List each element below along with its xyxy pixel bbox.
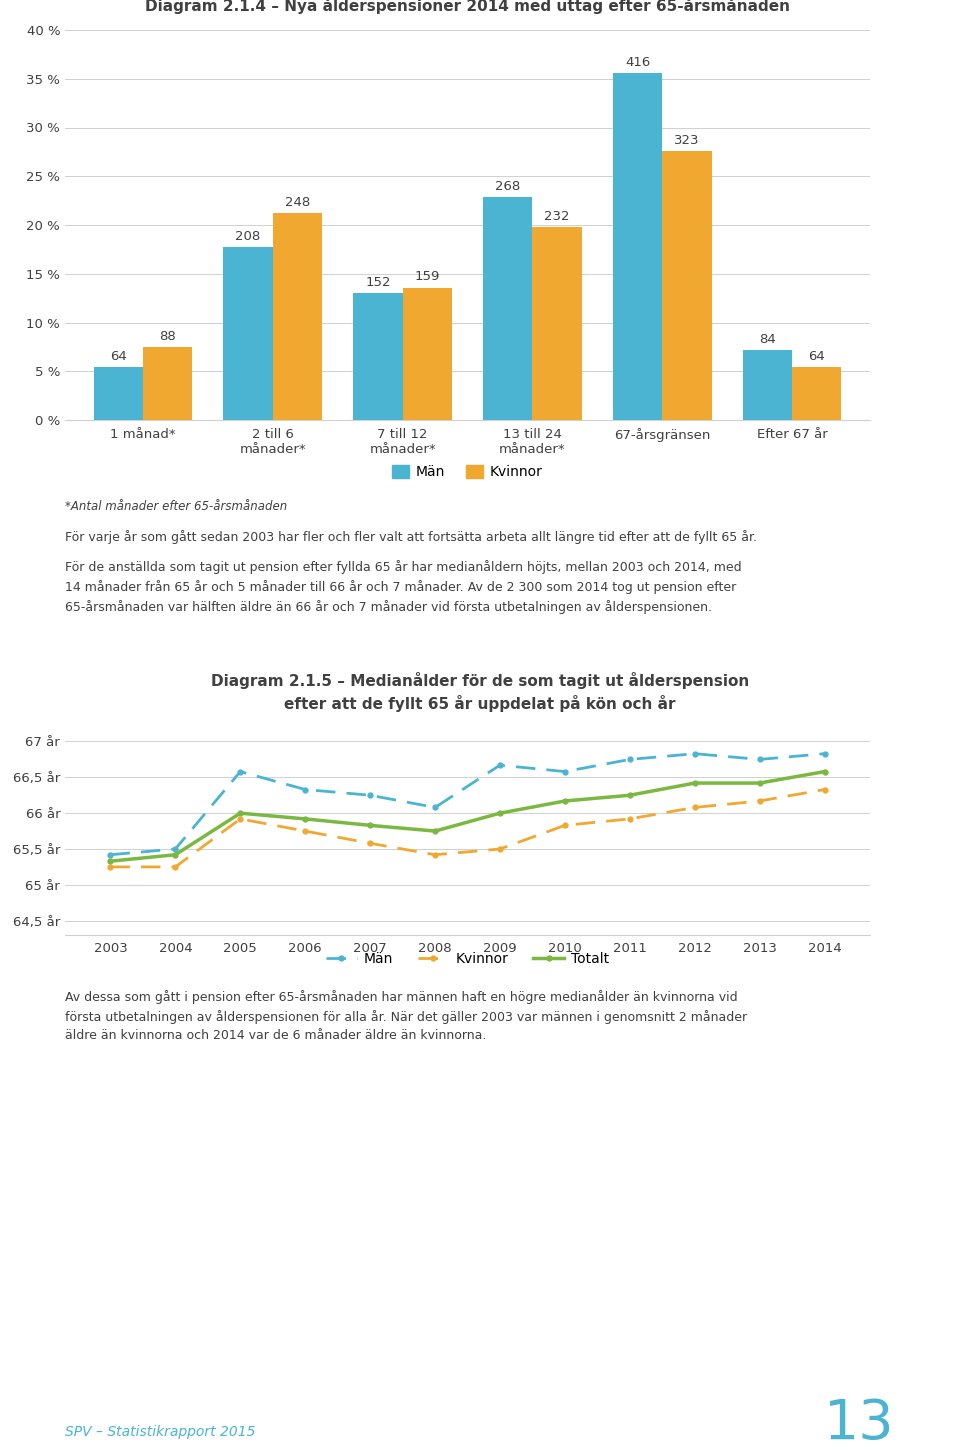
Bar	[792, 367, 841, 419]
Bar	[743, 350, 792, 419]
Text: 88: 88	[159, 329, 176, 342]
Text: Diagram 2.1.5 – Medianålder för de som tagit ut ålderspension: Diagram 2.1.5 – Medianålder för de som t…	[211, 672, 749, 689]
Text: 84: 84	[759, 332, 776, 345]
Bar	[273, 213, 323, 419]
Bar	[93, 367, 143, 419]
Bar	[483, 197, 533, 419]
Text: 268: 268	[495, 180, 520, 193]
Bar	[402, 287, 452, 419]
Bar	[143, 347, 192, 419]
Legend: Män, Kvinnor, Totalt: Män, Kvinnor, Totalt	[326, 952, 609, 966]
Text: 13: 13	[825, 1397, 895, 1451]
Bar	[612, 74, 662, 419]
Text: efter att de fyllt 65 år uppdelat på kön och år: efter att de fyllt 65 år uppdelat på kön…	[284, 695, 676, 712]
Bar	[533, 226, 582, 419]
Text: För varje år som gått sedan 2003 har fler och fler valt att fortsätta arbeta all: För varje år som gått sedan 2003 har fle…	[65, 530, 757, 544]
Text: Nybeviljade pensioner: Nybeviljade pensioner	[931, 147, 944, 303]
Text: Av dessa som gått i pension efter 65-årsmånaden har männen haft en högre medianå: Av dessa som gått i pension efter 65-års…	[65, 990, 747, 1042]
Text: 159: 159	[415, 270, 440, 283]
Bar	[353, 293, 402, 419]
Text: 323: 323	[674, 133, 700, 147]
Text: 64: 64	[109, 350, 127, 363]
Text: 416: 416	[625, 57, 650, 70]
Legend: Män, Kvinnor: Män, Kvinnor	[393, 466, 542, 479]
Bar	[662, 151, 711, 419]
Bar	[224, 247, 273, 419]
Text: 64: 64	[808, 350, 826, 363]
Text: För de anställda som tagit ut pension efter fyllda 65 år har medianåldern höjts,: För de anställda som tagit ut pension ef…	[65, 560, 742, 614]
Text: 208: 208	[235, 229, 261, 242]
Text: SPV – Statistikrapport 2015: SPV – Statistikrapport 2015	[65, 1425, 255, 1439]
Title: Diagram 2.1.4 – Nya ålderspensioner 2014 med uttag efter 65-årsmånaden: Diagram 2.1.4 – Nya ålderspensioner 2014…	[145, 0, 790, 13]
Text: 152: 152	[365, 276, 391, 289]
Text: 248: 248	[285, 196, 310, 209]
Text: 232: 232	[544, 209, 570, 222]
Text: *Antal månader efter 65-årsmånaden: *Antal månader efter 65-årsmånaden	[65, 501, 287, 514]
